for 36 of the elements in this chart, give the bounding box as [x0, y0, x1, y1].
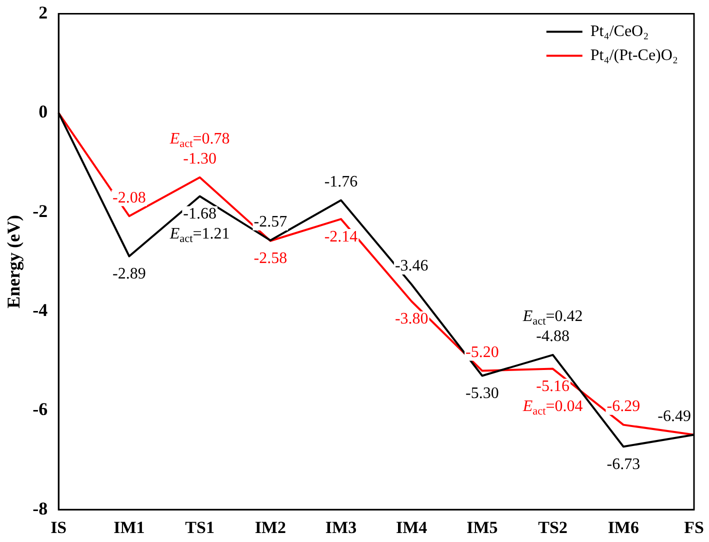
- data-label: -1.30: [183, 150, 216, 168]
- data-label: -2.58: [254, 250, 288, 268]
- data-label: -2.08: [112, 189, 146, 206]
- data-label: -4.88: [536, 328, 570, 346]
- data-label: -2.57: [254, 214, 288, 231]
- y-tick-label: -4: [32, 300, 48, 320]
- y-tick-label: 0: [38, 102, 48, 122]
- data-label: -5.30: [466, 384, 499, 402]
- data-label: -5.20: [466, 344, 499, 361]
- x-tick-label: IM6: [608, 518, 639, 538]
- x-tick-label: TS1: [185, 518, 214, 538]
- legend-label: Pt₄/CeO₂: [590, 23, 649, 40]
- data-label: -6.73: [606, 456, 640, 473]
- x-tick-label: IM5: [466, 518, 498, 538]
- x-tick-label: IM2: [254, 518, 286, 538]
- x-tick-label: IS: [50, 518, 67, 538]
- x-tick-label: IM3: [325, 518, 357, 538]
- x-tick-label: TS2: [538, 518, 568, 538]
- data-label: -6.29: [606, 398, 640, 416]
- y-tick-label: -6: [32, 399, 48, 420]
- data-label: -2.14: [324, 228, 358, 246]
- data-label: -2.89: [112, 265, 146, 282]
- y-tick-label: -2: [32, 200, 48, 221]
- data-label: -1.76: [324, 173, 358, 190]
- data-label: -3.80: [394, 310, 428, 328]
- legend-label: Pt₄/(Pt-Ce)O₂: [590, 47, 678, 64]
- y-axis-title: Energy (eV): [3, 214, 24, 308]
- x-tick-label: FS: [684, 518, 704, 538]
- data-label: -6.49: [658, 408, 691, 425]
- data-label: -3.46: [394, 258, 428, 275]
- y-tick-label: 2: [38, 2, 48, 22]
- x-tick-label: IM4: [396, 518, 428, 538]
- data-label: -5.16: [536, 378, 570, 395]
- y-tick-label: -8: [32, 498, 48, 518]
- x-tick-label: IM1: [114, 518, 145, 538]
- data-label: -1.68: [183, 205, 216, 222]
